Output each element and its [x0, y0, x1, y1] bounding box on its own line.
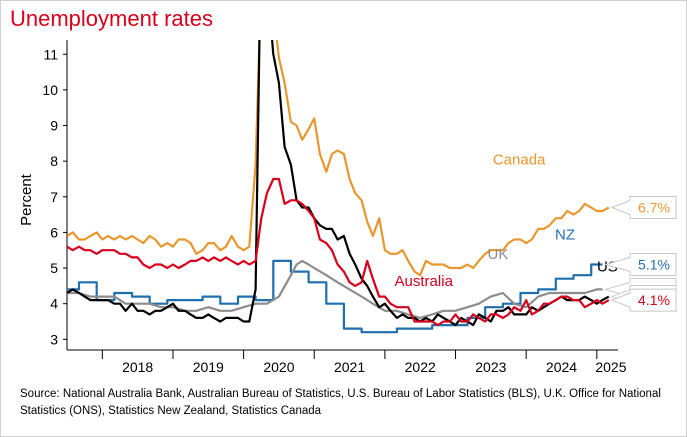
x-tick-label: 2025 [595, 359, 626, 375]
end-label-box [603, 252, 677, 276]
x-tick-label: 2023 [475, 359, 506, 375]
end-label-value: 6.7% [638, 199, 670, 215]
series-line-uk [67, 259, 603, 319]
series-label-canada: Canada [493, 152, 546, 169]
y-tick-label: 4 [50, 296, 58, 312]
axes: 3 4 5 6 7 8 9 10 11 Percent 2018 2019 2020 2021 2022 20… [18, 40, 627, 375]
series-line-nz [67, 259, 603, 334]
series-lines [67, 40, 610, 334]
end-label-canada: 6.7% [610, 195, 677, 219]
end-label-nz: 5.1% [603, 252, 677, 276]
end-label-box [610, 288, 677, 312]
x-tick-label: 2022 [405, 359, 436, 375]
chart-title: Unemployment rates [10, 6, 213, 31]
x-tick-label: 2020 [263, 359, 294, 375]
end-value-labels: 6.7%5.1%4.4%4.2%4.1% [603, 195, 677, 312]
line-chart: 3 4 5 6 7 8 9 10 11 Percent 2018 2019 2020 2021 2022 20… [18, 40, 677, 375]
y-tick-label: 9 [50, 118, 58, 134]
series-line-canada [67, 40, 610, 277]
source-note: Source: National Australia Bank, Austral… [20, 388, 661, 417]
y-tick-label: 6 [50, 224, 58, 240]
series-label-nz: NZ [555, 227, 575, 244]
x-tick-label: 2019 [193, 359, 224, 375]
end-label-value: 5.1% [638, 256, 670, 272]
end-label-box [610, 195, 677, 219]
series-line-us [67, 40, 610, 327]
series-line-australia [67, 177, 610, 327]
y-tick-label: 5 [50, 260, 58, 276]
y-axis-label: Percent [18, 173, 35, 226]
y-tick-label: 10 [42, 82, 58, 98]
y-tick-label: 7 [50, 189, 58, 205]
end-label-australia: 4.1% [610, 288, 677, 312]
end-label-value: 4.1% [638, 292, 670, 308]
series-label-uk: UK [487, 246, 508, 263]
y-tick-label: 8 [50, 153, 58, 169]
series-label-australia: Australia [395, 273, 454, 290]
x-tick-label: 2018 [122, 359, 153, 375]
x-tick-label: 2024 [546, 359, 577, 375]
x-tick-label: 2021 [334, 359, 365, 375]
y-tick-label: 11 [43, 46, 58, 62]
y-tick-label: 3 [50, 331, 58, 347]
